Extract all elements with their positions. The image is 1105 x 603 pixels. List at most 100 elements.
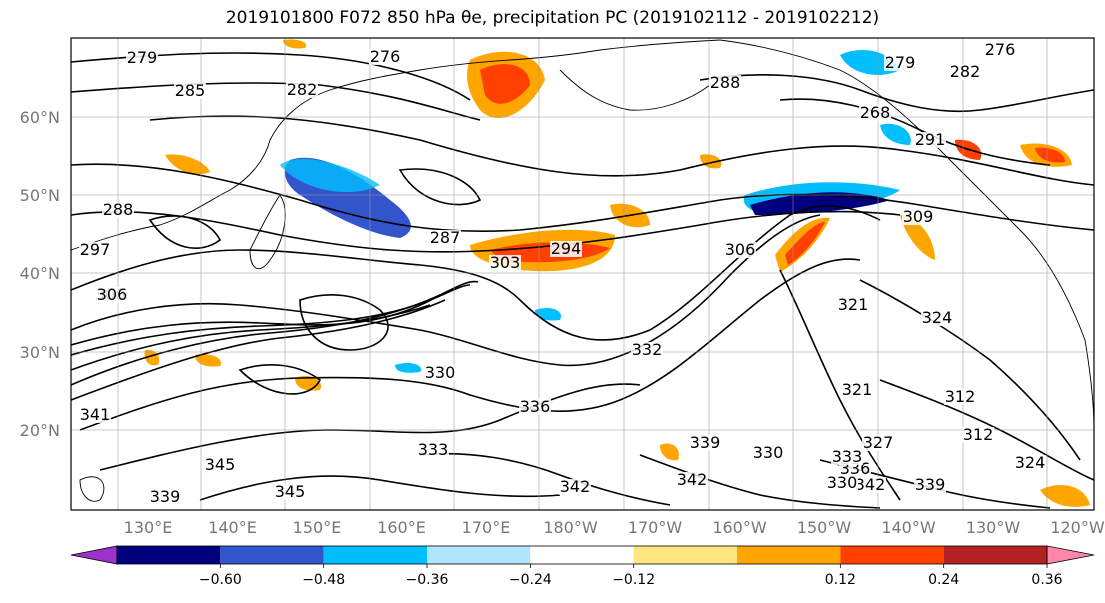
- contour-label: 339: [150, 487, 181, 506]
- contour-label-bg: [962, 427, 994, 443]
- contour-label: 342: [677, 470, 708, 489]
- contour-label-bg: [369, 49, 401, 65]
- coastlines: [71, 39, 1094, 502]
- contour-label: 345: [275, 482, 306, 501]
- contour-label-bg: [949, 64, 981, 80]
- contour-label: 312: [945, 387, 976, 406]
- colorbar-segment: [530, 546, 634, 564]
- contour-label-bg: [274, 484, 306, 500]
- colorbar-frame: [116, 545, 1048, 565]
- lon-label: 140°E: [208, 518, 257, 537]
- contour-label-bg: [550, 241, 582, 257]
- contour-label: 330: [827, 473, 858, 492]
- colorbar-segment: [117, 546, 221, 564]
- contour-label: 324: [1015, 453, 1046, 472]
- colorbar-segment: [737, 546, 841, 564]
- contour-label-bg: [519, 399, 551, 415]
- contour-label: 321: [838, 295, 869, 314]
- contour-labels: 2792852762822882762822792682912882972872…: [79, 40, 1046, 506]
- contour-label: 297: [80, 240, 111, 259]
- contour-label: 279: [885, 53, 916, 72]
- contour-label: 268: [860, 103, 891, 122]
- contour-label-bg: [631, 342, 663, 358]
- contour-label-bg: [826, 475, 858, 491]
- contour-label: 312: [963, 425, 994, 444]
- contour-label: 279: [127, 48, 158, 67]
- contour-label-bg: [424, 365, 456, 381]
- contour-label-bg: [914, 132, 946, 148]
- colorbar-label: −0.36: [406, 572, 449, 588]
- contour-label-bg: [676, 472, 708, 488]
- contour-label: 333: [832, 447, 863, 466]
- contour-label: 330: [753, 443, 784, 462]
- colorbar-label: 0.36: [1031, 572, 1062, 588]
- contour-label-bg: [884, 55, 916, 71]
- contour-label-bg: [79, 242, 111, 258]
- contour-label-bg: [559, 479, 591, 495]
- lon-label: 130°E: [124, 518, 173, 537]
- contour-label: 282: [287, 80, 318, 99]
- contour-label-bg: [286, 82, 318, 98]
- lat-label: 30°N: [20, 343, 60, 362]
- contour-label: 342: [560, 477, 591, 496]
- contour-label: 332: [632, 340, 663, 359]
- colorbar-label: 0.12: [825, 572, 856, 588]
- contour-label: 336: [520, 397, 551, 416]
- contour-label: 288: [103, 200, 134, 219]
- contour-label-bg: [902, 209, 934, 225]
- contour-label-bg: [831, 449, 863, 465]
- lon-label: 150°E: [293, 518, 342, 537]
- colorbar-segment: [323, 546, 427, 564]
- contour-label-bg: [752, 445, 784, 461]
- graticule: [71, 38, 1094, 510]
- contour-label: 321: [842, 380, 873, 399]
- longitude-labels: 130°E 140°E 150°E 160°E 170°E 180°W 170°W 160°W…: [124, 518, 1105, 537]
- contour-label: 288: [710, 73, 741, 92]
- contour-label-bg: [126, 50, 158, 66]
- contour-label-bg: [102, 202, 134, 218]
- colorbar: −0.60−0.48−0.36−0.24−0.120.120.240.360.4…: [70, 545, 1095, 588]
- colorbar-label: −0.12: [612, 572, 655, 588]
- colorbar-label: −0.48: [302, 572, 345, 588]
- colorbar-segment: [633, 546, 737, 564]
- colorbar-segment: [220, 546, 324, 564]
- lon-label: 140°W: [881, 518, 936, 537]
- contour-label-bg: [689, 435, 721, 451]
- contour-label-bg: [149, 489, 181, 505]
- contour-label: 327: [863, 433, 894, 452]
- contour-label: 276: [985, 40, 1016, 59]
- contour-label: 285: [175, 81, 206, 100]
- colorbar-extend-high: [1046, 545, 1095, 565]
- contour-label: 341: [80, 405, 111, 424]
- colorbar-label: −0.24: [509, 572, 552, 588]
- contour-label: 345: [205, 455, 236, 474]
- precip-shading: [144, 39, 1090, 507]
- contour-label-bg: [204, 457, 236, 473]
- contour-label: 282: [950, 62, 981, 81]
- contour-label-bg: [79, 407, 111, 423]
- contour-label: 291: [915, 130, 946, 149]
- contour-label-bg: [914, 477, 946, 493]
- latitude-labels: 60°N 50°N 40°N 30°N 20°N: [20, 108, 60, 440]
- theta-e-contours: [71, 52, 1094, 509]
- colorbar-extend-low: [70, 545, 118, 565]
- lat-label: 50°N: [20, 186, 60, 205]
- colorbar-label: 0.24: [928, 572, 959, 588]
- contour-label-bg: [921, 310, 953, 326]
- colorbar-segment: [840, 546, 944, 564]
- contour-label-bg: [429, 230, 461, 246]
- contour-label-bg: [96, 287, 128, 303]
- lon-label: 160°W: [712, 518, 767, 537]
- contour-label-bg: [1014, 455, 1046, 471]
- lat-label: 20°N: [20, 421, 60, 440]
- contour-label: 333: [418, 440, 449, 459]
- contour-label-bg: [417, 442, 449, 458]
- lon-label: 130°W: [966, 518, 1021, 537]
- contour-label-bg: [841, 382, 873, 398]
- contour-label-bg: [859, 105, 891, 121]
- lon-label: 170°W: [628, 518, 683, 537]
- lon-label: 180°W: [543, 518, 598, 537]
- colorbar-segment: [943, 546, 1047, 564]
- contour-label: 303: [490, 253, 521, 272]
